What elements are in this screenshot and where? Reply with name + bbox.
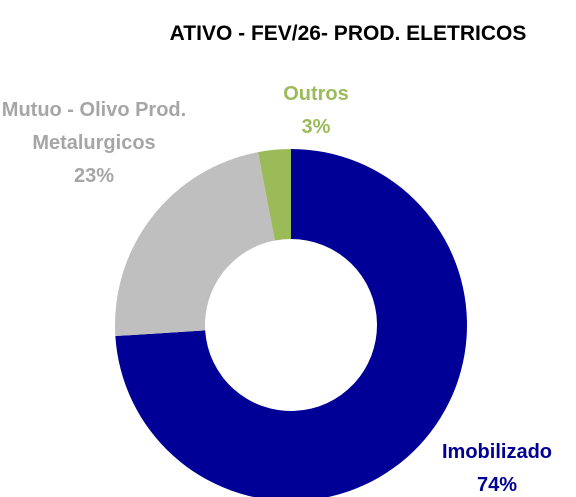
category-label: Outros (283, 83, 349, 105)
data-label: Mutuo - Olivo Prod. Metalurgicos 23% (0, 94, 188, 193)
category-label: Mutuo - Olivo Prod. Metalurgicos (1, 99, 187, 154)
data-label: Imobilizado 74% (412, 436, 576, 497)
value-label: 74% (476, 474, 518, 496)
category-label: Imobilizado (442, 441, 552, 463)
chart-title: ATIVO - FEV/26- PROD. ELETRICOS (169, 22, 527, 45)
data-label: Outros 3% (246, 78, 386, 144)
value-label: 3% (301, 116, 331, 138)
donut-slice (258, 149, 291, 241)
value-label: 23% (73, 165, 115, 187)
donut-slice (115, 149, 467, 497)
donut-slice (115, 152, 275, 337)
